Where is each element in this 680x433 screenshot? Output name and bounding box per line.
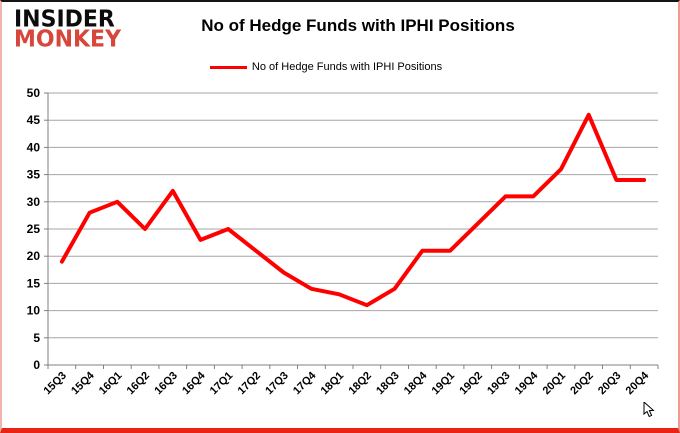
- logo-text-monkey: MONKEY: [14, 26, 122, 53]
- chart-title: No of Hedge Funds with IPHI Positions: [201, 16, 515, 35]
- y-tick-label: 45: [27, 113, 41, 127]
- chart-legend: No of Hedge Funds with IPHI Positions: [2, 61, 678, 73]
- x-tick-label: 17Q2: [236, 370, 264, 398]
- x-tick-label: 18Q2: [346, 370, 374, 398]
- x-tick-label: 18Q4: [402, 369, 430, 397]
- logo-text-insider: INSIDER: [14, 6, 115, 33]
- x-tick-label: 17Q3: [263, 370, 291, 398]
- y-tick-label: 0: [33, 358, 40, 372]
- x-tick-label: 19Q3: [485, 370, 513, 398]
- y-tick-label: 5: [33, 331, 40, 345]
- x-tick-label: 15Q4: [69, 369, 97, 397]
- y-tick-label: 10: [27, 304, 41, 318]
- y-tick-label: 20: [27, 249, 41, 263]
- x-tick-label: 17Q4: [291, 369, 319, 397]
- x-tick-label: 16Q4: [180, 369, 208, 397]
- x-axis-labels: 15Q3 15Q4 16Q1 16Q2 16Q3 16Q4 17Q1 17Q2 17Q3 17Q4…: [41, 369, 651, 397]
- series-line: [59, 112, 647, 308]
- x-tick-label: 19Q4: [513, 369, 541, 397]
- y-tick-label: 35: [27, 168, 41, 182]
- x-tick-label: 20Q2: [568, 370, 596, 398]
- y-tick-label: 15: [27, 276, 41, 290]
- x-tick-label: 18Q1: [319, 370, 347, 398]
- y-tick-label: 25: [27, 222, 41, 236]
- x-tick-label: 18Q3: [374, 370, 402, 398]
- x-tick-label: 20Q4: [624, 369, 652, 397]
- x-axis-ticks: [47, 365, 659, 369]
- y-tick-label: 30: [27, 195, 41, 209]
- y-tick-label: 40: [27, 140, 41, 154]
- insider-monkey-logo: INSIDER MONKEY: [14, 6, 122, 53]
- x-tick-label: 19Q2: [457, 370, 485, 398]
- x-tick-label: 19Q1: [430, 370, 458, 398]
- y-tick-label: 50: [27, 86, 41, 100]
- x-tick-label: 16Q1: [97, 370, 125, 398]
- gridlines: 0 5 10 15 20 25 30 35 40 45 50: [27, 86, 658, 372]
- x-tick-label: 20Q1: [541, 370, 569, 398]
- x-tick-label: 15Q3: [41, 370, 69, 398]
- x-tick-label: 16Q3: [152, 370, 180, 398]
- mouse-cursor-icon: [643, 402, 655, 418]
- legend-label: No of Hedge Funds with IPHI Positions: [251, 61, 443, 73]
- x-tick-label: 17Q1: [208, 370, 236, 398]
- legend-line-swatch-icon: [209, 65, 247, 69]
- x-tick-label: 20Q3: [596, 370, 624, 398]
- x-tick-label: 16Q2: [125, 370, 153, 398]
